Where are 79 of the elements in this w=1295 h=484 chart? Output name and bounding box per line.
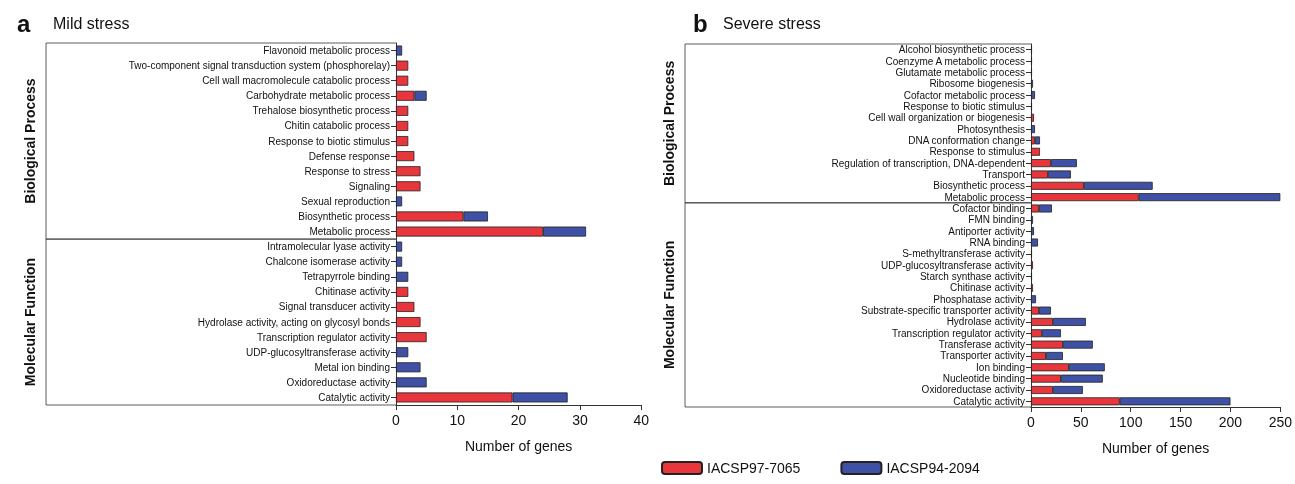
y-tick-label: Trehalose biosynthetic process xyxy=(252,105,390,117)
y-tick-label: S-methyltransferase activity xyxy=(902,248,1025,260)
text: Biological Process xyxy=(661,60,677,187)
y-tick-label: Chitin catabolic process xyxy=(284,120,390,132)
y-tick-label: Biosynthetic process xyxy=(933,180,1025,192)
y-tick-label: Transporter activity xyxy=(940,350,1025,362)
legend-label: IACSP94-2094 xyxy=(886,460,980,476)
x-tick-label: 100 xyxy=(1119,414,1143,430)
y-tick-label: Signal transducer activity xyxy=(278,301,390,313)
y-tick-label: Response to stress xyxy=(304,165,390,177)
y-tick-label: Cell wall macromolecule catabolic process xyxy=(202,75,390,87)
y-tick-label: Intramolecular lyase activity xyxy=(267,241,390,253)
y-tick-label: FMN binding xyxy=(968,214,1025,226)
y-tick-label: Metal ion binding xyxy=(314,361,390,373)
y-tick-label: Response to stimulus xyxy=(929,146,1025,158)
y-tick-label: Chitinase activity xyxy=(949,282,1025,294)
y-tick-label: Sexual reproduction xyxy=(301,195,390,207)
y-tick-label: Catalytic activity xyxy=(953,395,1025,407)
y-tick-label: Regulation of transcription, DNA-dependent xyxy=(831,157,1026,169)
y-tick-label: Cell wall organization or biogenesis xyxy=(868,112,1025,124)
y-tick-label: Oxidoreductase activity xyxy=(921,384,1025,396)
y-tick-label: DNA conformation change xyxy=(908,134,1026,146)
y-tick-label: Alcohol biosynthetic process xyxy=(898,44,1025,56)
x-axis-title: Number of genes xyxy=(464,438,573,454)
y-tick-label: Flavonoid metabolic process xyxy=(263,45,390,57)
y-tick-label: Transcription regulator activity xyxy=(891,327,1025,339)
y-tick-label: Phosphatase activity xyxy=(933,293,1025,305)
x-tick-label: 0 xyxy=(392,412,401,428)
y-tick-label: Nucleotide binding xyxy=(942,373,1025,385)
y-tick-label: RNA binding xyxy=(969,237,1025,249)
y-tick-label: Chitinase activity xyxy=(314,286,390,298)
x-tick-label: 40 xyxy=(633,412,650,428)
y-tick-label: Transcription regulator activity xyxy=(256,331,390,343)
y-tick-label: Cofactor metabolic process xyxy=(903,89,1025,101)
x-tick-label: 150 xyxy=(1168,414,1193,430)
y-tick-label: Metabolic process xyxy=(309,226,390,238)
y-tick-label: Hydrolase activity, acting on glycosyl bonds xyxy=(197,316,390,328)
y-tick-label: Ion binding xyxy=(976,361,1025,373)
y-tick-label: Substrate-specific transporter activity xyxy=(861,305,1025,317)
x-tick-label: 30 xyxy=(572,412,588,428)
y-tick-label: UDP-glucosyltransferase activity xyxy=(881,259,1025,271)
y-tick-label: Tetrapyrrole binding xyxy=(302,271,390,283)
y-tick-label: Biosynthetic process xyxy=(298,210,390,222)
y-tick-label: Glutamate metabolic process xyxy=(895,66,1025,78)
x-tick-label: 50 xyxy=(1073,414,1089,430)
text: b xyxy=(693,9,708,37)
text: Biological Process xyxy=(22,78,38,204)
y-tick-label: Transferase activity xyxy=(938,339,1025,351)
x-tick-label: 200 xyxy=(1218,414,1243,430)
x-axis-title: Number of genes xyxy=(1101,440,1210,456)
y-tick-label: Response to biotic stimulus xyxy=(903,100,1025,112)
text: Molecular Function xyxy=(661,240,677,370)
y-tick-label: Response to biotic stimulus xyxy=(268,135,390,147)
y-tick-label: Starch synthase activity xyxy=(919,271,1025,283)
y-tick-label: Chalcone isomerase activity xyxy=(265,256,390,268)
x-tick-label: 250 xyxy=(1268,414,1293,430)
x-tick-label: 20 xyxy=(510,412,527,428)
y-tick-label: Photosynthesis xyxy=(957,123,1025,135)
legend-label: IACSP97-7065 xyxy=(707,460,801,476)
text: a xyxy=(17,9,31,37)
x-tick-label: 0 xyxy=(1027,414,1036,430)
text: Mild stress xyxy=(53,14,130,32)
y-tick-label: Signaling xyxy=(348,180,390,192)
y-tick-label: Defense response xyxy=(308,150,391,162)
y-tick-label: Two-component signal transduction system (phosphorelay) xyxy=(128,60,390,72)
y-tick-label: Carbohydrate metabolic process xyxy=(246,90,390,102)
y-tick-label: Coenzyme A metabolic process xyxy=(885,55,1025,67)
y-tick-label: Oxidoreductase activity xyxy=(286,376,390,388)
y-tick-label: Catalytic activity xyxy=(318,391,390,403)
x-tick-label: 10 xyxy=(449,412,466,428)
y-tick-label: Transport xyxy=(982,168,1026,180)
text: Molecular Function xyxy=(22,257,38,387)
y-tick-label: UDP-glucosyltransferase activity xyxy=(246,346,390,358)
y-tick-label: Hydrolase activity xyxy=(946,316,1025,328)
y-tick-label: Ribosome biogenesis xyxy=(929,78,1025,90)
y-tick-label: Cofactor binding xyxy=(952,202,1025,214)
text: Severe stress xyxy=(723,14,821,32)
y-tick-label: Antiporter activity xyxy=(948,225,1025,237)
y-tick-label: Metabolic process xyxy=(944,191,1025,203)
